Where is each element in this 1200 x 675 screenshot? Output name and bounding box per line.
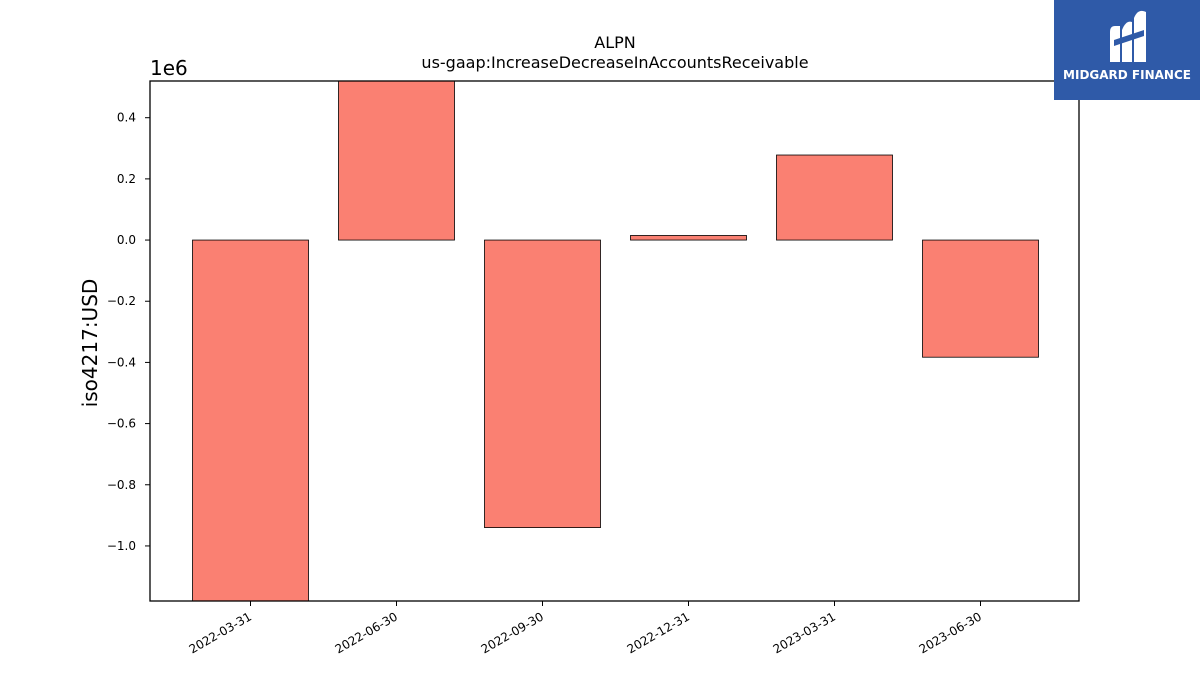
y-tick-label: 0.2 <box>117 172 136 186</box>
y-tick-label: −0.6 <box>107 417 136 431</box>
x-tick-label: 2022-09-30 <box>479 609 546 656</box>
y-tick-label: −0.8 <box>107 478 136 492</box>
y-tick-label: 0.0 <box>117 233 136 247</box>
y-tick-label: −1.0 <box>107 539 136 553</box>
x-tick-label: 2022-06-30 <box>333 609 400 656</box>
bar-2022-12-31 <box>630 235 747 241</box>
bar-2023-06-30 <box>922 239 1039 358</box>
y-tick-label: −0.2 <box>107 294 136 308</box>
bar-2023-03-31 <box>776 154 893 241</box>
x-tick-label: 2023-06-30 <box>917 609 984 656</box>
y-tick-label: 0.4 <box>117 111 136 125</box>
chart-subtitle: us-gaap:IncreaseDecreaseInAccountsReceiv… <box>421 53 808 72</box>
y-axis-label: iso4217:USD <box>78 279 102 408</box>
y-offset-label: 1e6 <box>150 56 188 80</box>
chart-title: ALPN <box>594 33 635 52</box>
x-tick-label: 2022-03-31 <box>187 609 254 656</box>
x-ticks-group: 2022-03-31 2022-06-30 2022-09-30 2022-12-31… <box>187 601 984 656</box>
midgard-m-logo-icon <box>1110 10 1146 62</box>
y-tick-label: −0.4 <box>107 355 136 369</box>
logo-text: MIDGARD FINANCE <box>1063 68 1191 82</box>
x-tick-label: 2023-03-31 <box>771 609 838 656</box>
midgard-finance-logo: MIDGARD FINANCE <box>1054 0 1200 100</box>
bar-2022-03-31 <box>192 239 309 602</box>
bar-2022-09-30 <box>484 239 601 528</box>
bars-group <box>192 80 1039 602</box>
y-ticks-group: 0.4 0.2 0.0 −0.2 −0.4 −0.6 −0.8 −1.0 <box>107 111 150 553</box>
x-tick-label: 2022-12-31 <box>625 609 692 656</box>
plot-frame <box>149 80 1080 602</box>
bar-2022-06-30 <box>338 80 455 241</box>
